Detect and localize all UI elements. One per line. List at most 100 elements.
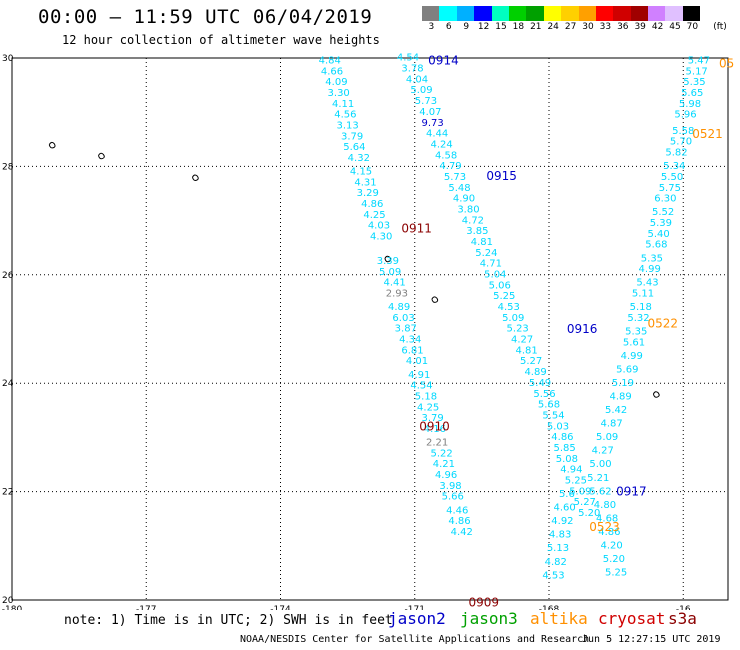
legend-threshold: 45 xyxy=(669,22,681,32)
wave-height-value: 4.91 xyxy=(408,370,430,381)
wave-height-value: 4.87 xyxy=(601,419,623,430)
island-3 xyxy=(191,174,199,181)
wave-height-value: 4.58 xyxy=(435,150,457,161)
chart-subtitle: 12 hour collection of altimeter wave hei… xyxy=(62,33,380,47)
wave-height-map: -180 -177 -174 -171 -168 -163028262422204.844… xyxy=(2,53,735,610)
legend-threshold: 70 xyxy=(686,22,699,32)
wave-height-value: 5.00 xyxy=(589,459,611,470)
legend-swatch xyxy=(543,6,562,21)
x-tick-label: -168 xyxy=(539,605,560,610)
legend-threshold: 33 xyxy=(599,22,612,32)
wave-height-value: 5.35 xyxy=(641,253,663,264)
wave-height-value: 4.99 xyxy=(621,351,643,362)
satellite-name-jason2: jason2 xyxy=(388,609,446,628)
wave-height-value: 3.07 xyxy=(372,245,394,256)
wave-height-value: 4.54 xyxy=(397,53,419,64)
footer-note: note: 1) Time is in UTC; 2) SWH is in fe… xyxy=(64,613,393,628)
wave-height-value: 5.75 xyxy=(659,183,681,194)
wave-height-value: 5.69 xyxy=(616,364,638,375)
legend-swatch xyxy=(595,6,614,21)
wave-height-value: 4.32 xyxy=(348,153,370,164)
wave-height-value: 5.24 xyxy=(475,248,497,259)
pass-time-label: 0521 xyxy=(692,127,723,141)
wave-height-value: 5.64 xyxy=(343,142,365,153)
wave-height-value: 5.68 xyxy=(538,400,560,411)
pass-time-label: 0523 xyxy=(589,520,620,534)
wave-height-value: 5.25 xyxy=(605,568,627,579)
satellite-name-s3a: s3a xyxy=(668,609,697,628)
wave-height-value: 4.89 xyxy=(524,367,546,378)
island-6 xyxy=(652,391,660,398)
wave-height-value: 5.54 xyxy=(542,410,564,421)
legend-threshold: 6 xyxy=(445,22,452,32)
wave-height-value: 3.79 xyxy=(422,413,444,424)
wave-height-value: 4.20 xyxy=(601,541,623,552)
wave-height-value: 5.39 xyxy=(650,218,672,229)
wave-height-value: 5.09 xyxy=(379,267,401,278)
wave-height-value: 4.11 xyxy=(332,99,354,110)
wave-height-value: 4.21 xyxy=(433,459,455,470)
legend-threshold: 3 xyxy=(428,22,435,32)
wave-height-value: 5.21 xyxy=(587,473,609,484)
wave-height-value: 5.58 xyxy=(672,126,694,137)
generated-timestamp: Jun 5 12:27:15 UTC 2019 xyxy=(582,634,721,645)
wave-height-value: 4.86 xyxy=(551,432,573,443)
y-tick-label: 28 xyxy=(2,162,14,172)
legend-swatch xyxy=(561,6,579,21)
wave-height-value: 5.43 xyxy=(636,278,658,289)
legend-threshold: 30 xyxy=(582,22,594,32)
wave-height-value: 5.52 xyxy=(652,207,674,218)
wave-height-value: 4.34 xyxy=(399,335,421,346)
pass-time-label: 05 xyxy=(719,56,734,70)
x-tick-label: -16 xyxy=(676,605,691,610)
wave-height-value: 4.16 xyxy=(424,424,446,435)
wave-height-value: 3.30 xyxy=(328,88,350,99)
wave-height-value: 4.86 xyxy=(598,527,620,538)
wave-height-value: 5.62 xyxy=(589,486,611,497)
wave-height-value: 5.96 xyxy=(674,110,696,121)
legend-swatch xyxy=(613,6,631,21)
wave-height-value: 4.01 xyxy=(406,356,428,367)
wave-height-value: 5.35 xyxy=(625,326,647,337)
wave-height-value: 3.98 xyxy=(439,481,461,492)
wave-height-value: 4.03 xyxy=(368,221,390,232)
island-1 xyxy=(48,141,56,149)
wave-height-value: 5.35 xyxy=(683,77,705,88)
wave-height-value: 5.85 xyxy=(554,443,576,454)
wave-height-value: 3.87 xyxy=(395,324,417,335)
x-tick-label: -174 xyxy=(270,605,291,610)
wave-height-value: 4.44 xyxy=(426,129,448,140)
wave-height-value: 5.50 xyxy=(661,172,683,183)
wave-height-value: 5.25 xyxy=(493,291,515,302)
wave-height-value: 5.68 xyxy=(645,240,667,251)
wave-height-value: 4.60 xyxy=(554,503,576,514)
wave-height-value: 5.22 xyxy=(430,448,452,459)
wave-height-value: 4.27 xyxy=(511,335,533,346)
wave-height-value: 4.66 xyxy=(321,66,343,77)
wave-height-value: 4.81 xyxy=(515,345,537,356)
wave-height-value: 5.09 xyxy=(502,313,524,324)
wave-height-value: 4.72 xyxy=(462,215,484,226)
legend-swatch xyxy=(526,6,544,21)
legend-swatch xyxy=(508,6,527,21)
legend-threshold: 12 xyxy=(477,22,490,32)
wave-height-value: 4.68 xyxy=(596,513,618,524)
wave-height-value: 4.25 xyxy=(363,210,385,221)
wave-height-value: 4.89 xyxy=(609,391,631,402)
wave-height-value: 3.85 xyxy=(466,226,488,237)
wave-height-value: 3.39 xyxy=(377,256,399,267)
wave-height-value: 4.07 xyxy=(419,107,441,118)
pass-time-label: 0909 xyxy=(468,596,499,610)
x-tick-label: -177 xyxy=(136,605,156,610)
wave-height-value: 2.21 xyxy=(426,438,448,449)
pass-time-label: 0911 xyxy=(401,222,432,236)
wave-height-value: 4.31 xyxy=(354,177,376,188)
wave-height-value: 4.56 xyxy=(334,110,356,121)
wave-height-value: 3.79 xyxy=(341,131,363,142)
y-tick-label: 20 xyxy=(2,596,14,606)
wave-height-value: 4.79 xyxy=(439,161,461,172)
wave-height-value: 5.03 xyxy=(547,421,569,432)
wave-height-value: 5.47 xyxy=(688,55,710,66)
legend-swatch xyxy=(648,6,666,21)
wave-height-value: 5.73 xyxy=(415,96,437,107)
